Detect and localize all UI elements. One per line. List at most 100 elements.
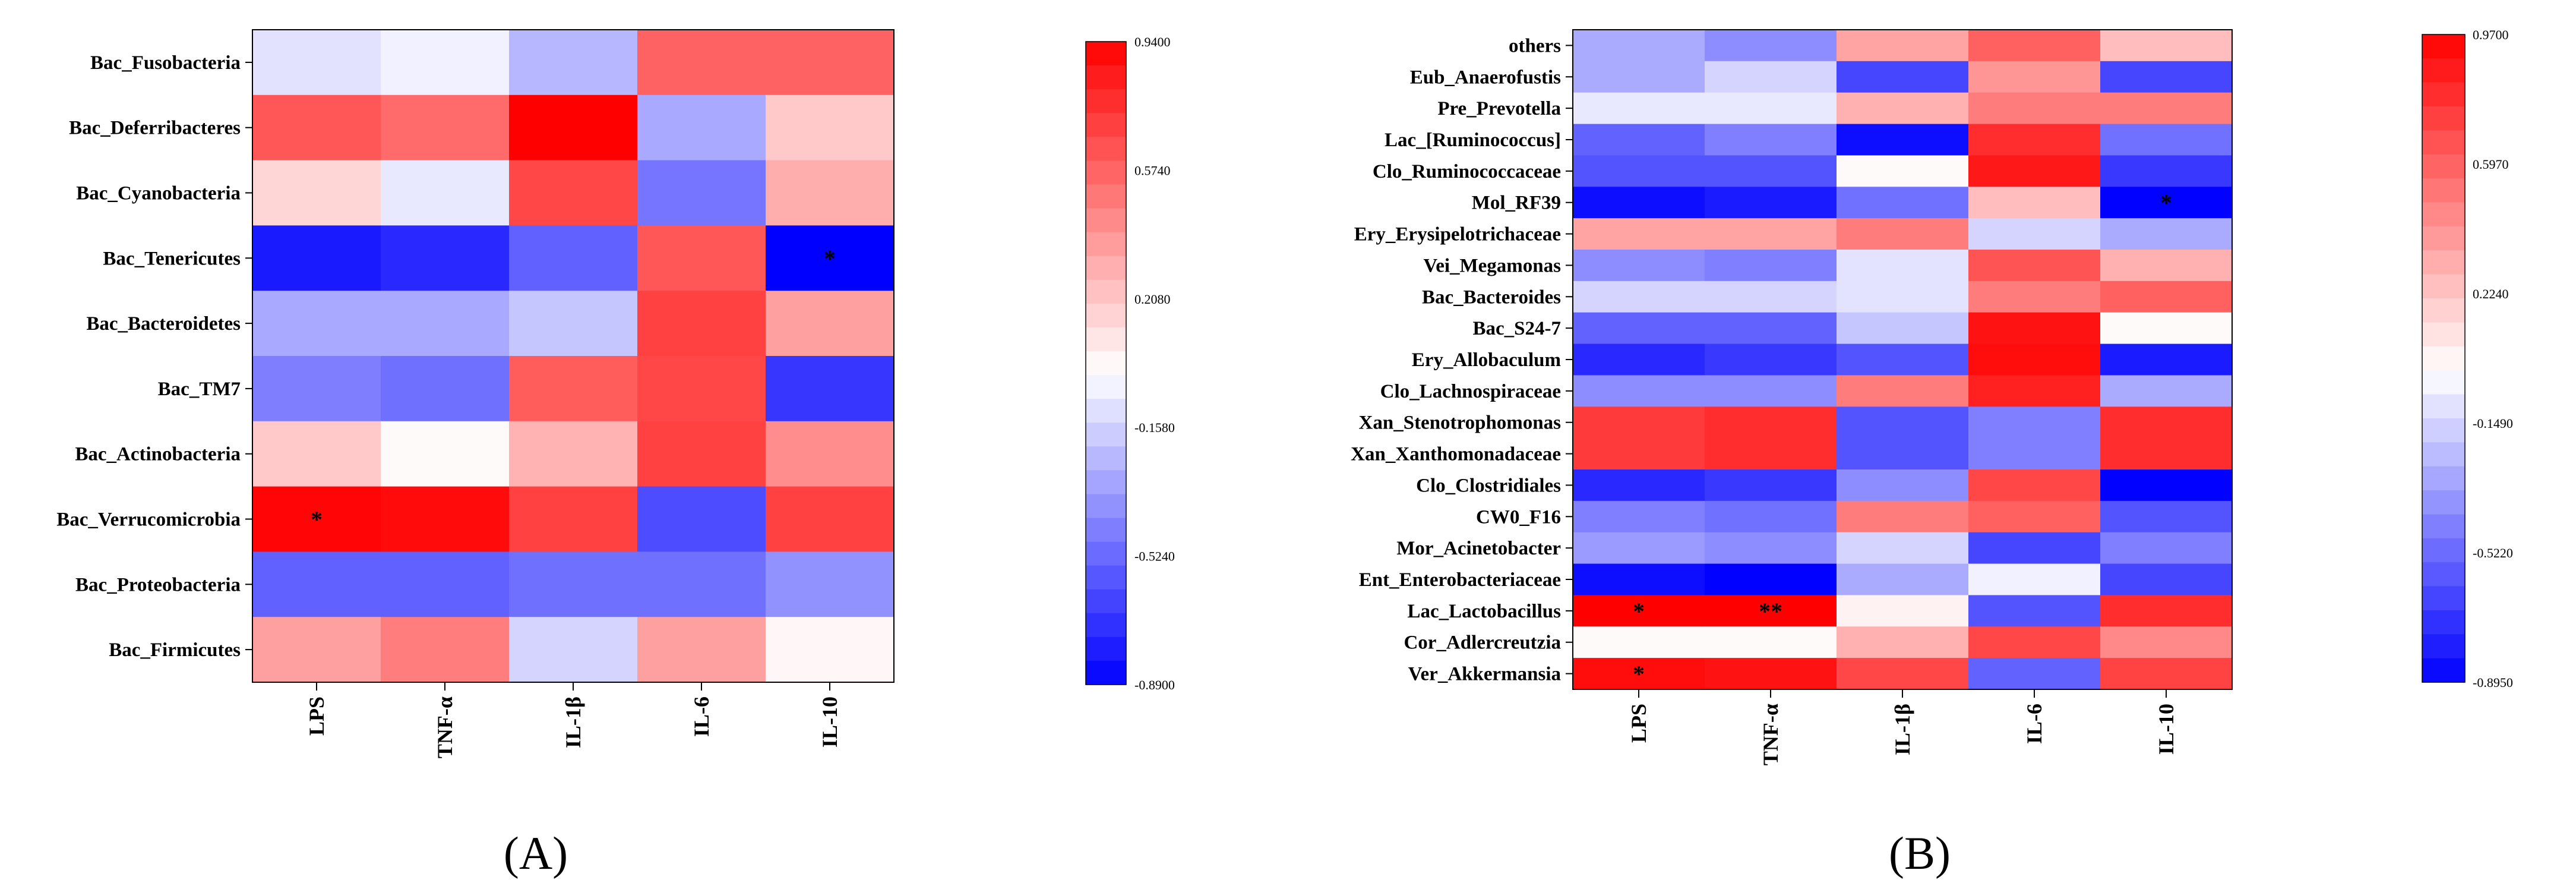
- column-label: IL-6: [2022, 704, 2046, 744]
- heatmap-cell: [1573, 155, 1705, 187]
- heatmap-cell: [1705, 280, 1837, 313]
- colorbar-tick-label: 0.5740: [1134, 163, 1171, 178]
- colorbar-segment: [1086, 589, 1126, 614]
- heatmap-cell: [766, 551, 895, 617]
- row-label: Ver_Akkermansia: [1408, 664, 1561, 685]
- column-label: IL-10: [2154, 704, 2178, 755]
- colorbar-segment: [1086, 399, 1126, 423]
- heatmap-cell: [1837, 155, 1969, 187]
- row-label: Bac_S24-7: [1473, 318, 1562, 339]
- row-label: Bac_Fusobacteria: [90, 52, 241, 74]
- heatmap-cell: [1837, 30, 1969, 62]
- colorbar-segment: [2422, 418, 2465, 443]
- heatmap-cell: [509, 94, 638, 161]
- heatmap-cell: [509, 356, 638, 422]
- heatmap-cell: [766, 94, 895, 161]
- heatmap-cell: [381, 617, 510, 683]
- colorbar-segment: [2422, 394, 2465, 419]
- heatmap-cell: [1705, 563, 1837, 596]
- heatmap-cell: [381, 551, 510, 617]
- heatmap-cell: [1573, 30, 1705, 62]
- heatmap-cell: [1837, 92, 1969, 125]
- heatmap-cell: [1705, 312, 1837, 345]
- heatmap-cell: [766, 30, 895, 96]
- significance-mark: *: [824, 245, 836, 272]
- heatmap-cell: [509, 160, 638, 226]
- heatmap-cell: [381, 225, 510, 291]
- heatmap-cell: [1573, 187, 1705, 219]
- row-label: Bac_Cyanobacteria: [76, 183, 241, 204]
- significance-mark: **: [1759, 598, 1782, 625]
- heatmap-cell: [252, 225, 381, 291]
- colorbar-frame: [1085, 41, 1127, 685]
- heatmap-cell: [1837, 438, 1969, 470]
- heatmap-cell: [766, 356, 895, 422]
- heatmap-cell: [1837, 61, 1969, 93]
- heatmap-cell: [1837, 658, 1969, 690]
- row-label: CW0_F16: [1476, 506, 1561, 528]
- colorbar-tick-label: 0.2080: [1134, 292, 1171, 307]
- colorbar-segment: [1086, 375, 1126, 399]
- heatmap-cell: [766, 421, 895, 487]
- row-label: Xan_Xanthomonadaceae: [1351, 444, 1561, 465]
- colorbar-segment: [2422, 658, 2465, 683]
- colorbar-segment: [1086, 160, 1126, 185]
- heatmap-cell: [1705, 658, 1837, 690]
- colorbar-segment: [2422, 274, 2465, 299]
- heatmap-cell: [1705, 626, 1837, 658]
- heatmap-cell: [1968, 438, 2101, 470]
- row-label: Ent_Enterobacteriaceae: [1359, 569, 1561, 591]
- heatmap-cell: [509, 421, 638, 487]
- heatmap-cell: [1968, 626, 2101, 658]
- heatmap-cell: [1837, 532, 1969, 565]
- heatmap-cell: [1968, 658, 2101, 690]
- heatmap-cell: [252, 94, 381, 161]
- heatmap-cell: [1705, 61, 1837, 93]
- colorbar-segment: [1086, 470, 1126, 494]
- colorbar-tick-label: 0.9400: [1134, 34, 1171, 49]
- heatmap-cell: [1573, 92, 1705, 125]
- heatmap-cell: [1573, 218, 1705, 250]
- heatmap-cell: [381, 486, 510, 552]
- heatmap-cell: [1573, 438, 1705, 470]
- heatmap-cell: [252, 421, 381, 487]
- colorbar-segment: [2422, 634, 2465, 659]
- row-label: Xan_Stenotrophomonas: [1359, 412, 1562, 434]
- row-label: others: [1509, 35, 1561, 56]
- heatmap-cell: [1837, 124, 1969, 156]
- colorbar-segment: [1086, 113, 1126, 137]
- heatmap-cell: [1968, 124, 2101, 156]
- row-label: Mor_Acinetobacter: [1396, 538, 1561, 559]
- row-label: Bac_Actinobacteria: [75, 444, 241, 465]
- heatmap-cell: [1968, 30, 2101, 62]
- row-label: Bac_Verrucomicrobia: [56, 509, 241, 531]
- heatmap-cell: [766, 486, 895, 552]
- heatmap-cell: [1968, 250, 2101, 282]
- colorbar-segment: [1086, 184, 1126, 209]
- column-label: IL-1β: [561, 696, 585, 748]
- colorbar-segment: [2422, 610, 2465, 635]
- heatmap-cell: [1837, 218, 1969, 250]
- colorbar-tick-label: 0.2240: [2473, 286, 2509, 301]
- heatmap-cell: [2100, 250, 2233, 282]
- heatmap-cell: [2100, 343, 2233, 376]
- colorbar-tick-label: -0.8950: [2473, 675, 2513, 690]
- panel-label-b: (B): [1889, 827, 1951, 879]
- heatmap-cell: [1705, 375, 1837, 407]
- panel-label-a: (A): [504, 827, 568, 879]
- heatmap-cell: [1968, 563, 2101, 596]
- heatmap-cell: [2100, 563, 2233, 596]
- colorbar-segment: [1086, 256, 1126, 280]
- colorbar-segment: [1086, 494, 1126, 519]
- colorbar-segment: [2422, 466, 2465, 491]
- colorbar-frame: [2422, 34, 2466, 683]
- colorbar-segment: [2422, 58, 2465, 83]
- heatmap-cell: [1705, 500, 1837, 533]
- heatmap-cell: [2100, 312, 2233, 345]
- column-label: IL-6: [690, 696, 713, 737]
- colorbar-segment: [1086, 42, 1126, 66]
- heatmap-cell: [2100, 30, 2233, 62]
- heatmap-cell: [1705, 124, 1837, 156]
- heatmap-cell: [2100, 92, 2233, 125]
